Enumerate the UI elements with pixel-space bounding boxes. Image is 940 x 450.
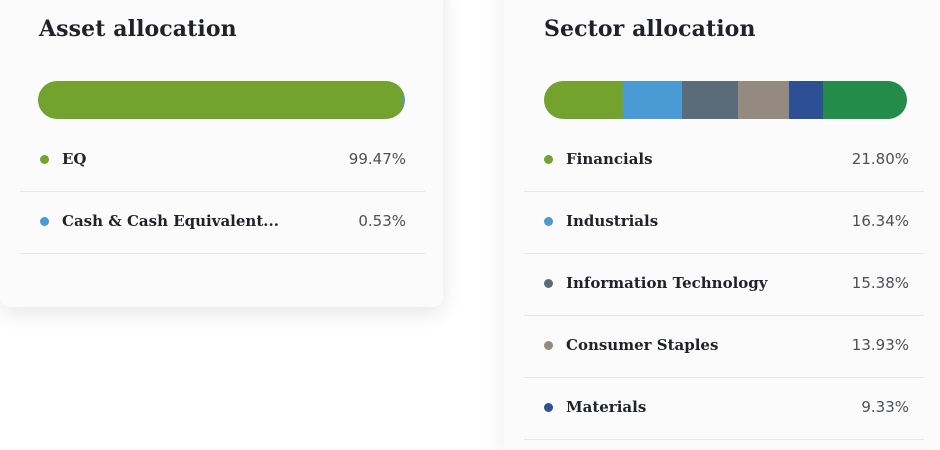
sector-allocation-list: Financials 21.80% Industrials 16.34% Inf… [524,130,924,440]
list-item-label: Industrials [566,212,659,230]
sector-bar-segment [788,81,823,119]
asset-allocation-list: EQ 99.47% Cash & Cash Equivalent... 0.53… [20,130,425,254]
list-item-value: 0.53% [358,212,406,230]
list-item: Information Technology 15.38% [524,254,924,316]
list-item: Financials 21.80% [524,130,924,192]
asset-allocation-card: Asset allocation EQ 99.47% Cash & Cash E… [0,0,443,307]
asset-allocation-title: Asset allocation [39,16,237,42]
asset-bar-segment [38,81,404,119]
sector-allocation-bar [544,81,907,119]
legend-dot-icon [544,403,553,412]
list-item-value: 15.38% [851,274,909,292]
list-item: Consumer Staples 13.93% [524,316,924,378]
list-item-label: Cash & Cash Equivalent... [62,212,279,230]
asset-bar-segment [403,81,405,119]
legend-dot-icon [544,341,553,350]
list-item-value: 13.93% [851,336,909,354]
list-item-label: Information Technology [566,274,768,292]
list-item: Materials 9.33% [524,378,924,440]
sector-bar-segment [738,81,789,119]
list-item-label: Consumer Staples [566,336,719,354]
list-item-label: Materials [566,398,647,416]
sector-bar-segment [822,81,907,119]
sector-allocation-card: Sector allocation Financials 21.80% Indu… [504,0,940,450]
list-item: Industrials 16.34% [524,192,924,254]
list-item-value: 99.47% [348,150,406,168]
sector-bar-segment [623,81,683,119]
sector-bar-segment [544,81,624,119]
list-item-value: 21.80% [851,150,909,168]
legend-dot-icon [544,279,553,288]
legend-dot-icon [40,155,49,164]
legend-dot-icon [544,217,553,226]
list-item-value: 9.33% [861,398,909,416]
legend-dot-icon [544,155,553,164]
asset-allocation-bar [38,81,405,119]
sector-allocation-title: Sector allocation [544,16,756,42]
legend-dot-icon [40,217,49,226]
list-item-label: Financials [566,150,653,168]
list-item-label: EQ [62,150,87,168]
sector-bar-segment [682,81,739,119]
list-item-value: 16.34% [851,212,909,230]
list-item: Cash & Cash Equivalent... 0.53% [20,192,425,254]
list-item: EQ 99.47% [20,130,425,192]
